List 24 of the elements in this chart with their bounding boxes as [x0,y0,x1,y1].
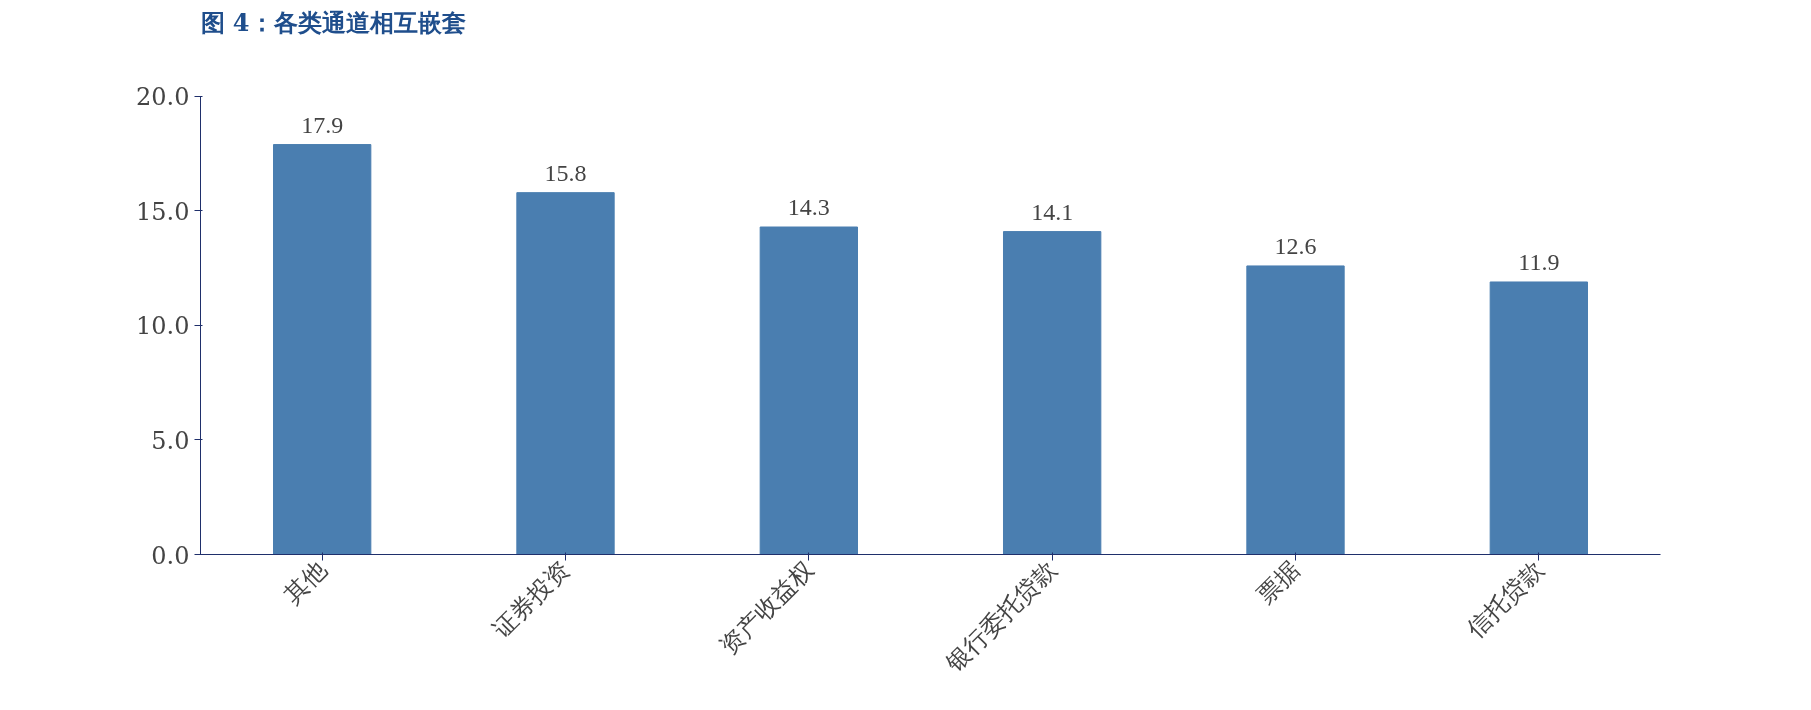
data-label: 17.9 [301,111,344,138]
bar [1489,281,1588,555]
x-tick-label: 银行委托贷款 [939,555,1063,678]
y-tick-label: 5.0 [151,426,190,455]
bar [273,144,372,555]
data-label: 14.3 [787,194,830,220]
x-tick-label: 信托贷款 [1461,555,1549,644]
data-label: 11.9 [1518,248,1560,275]
data-label: 15.8 [544,159,587,186]
y-tick-label: 20.0 [136,83,190,112]
chart-title: 图 4：各类通道相互嵌套 [200,7,466,37]
x-tick-label: 票据 [1251,555,1306,610]
y-tick-label: 15.0 [136,197,190,226]
y-tick-label: 0.0 [151,541,190,570]
x-tick-label: 其他 [278,555,333,610]
bar [1003,231,1102,555]
bar [1246,265,1345,555]
bar [759,226,858,555]
data-label: 12.6 [1274,232,1317,259]
y-tick-label: 10.0 [136,312,190,341]
x-tick-label: 证券投资 [487,555,576,644]
data-label: 14.1 [1031,198,1074,225]
x-tick-label: 资产收益权 [714,555,819,661]
bar [516,192,615,555]
